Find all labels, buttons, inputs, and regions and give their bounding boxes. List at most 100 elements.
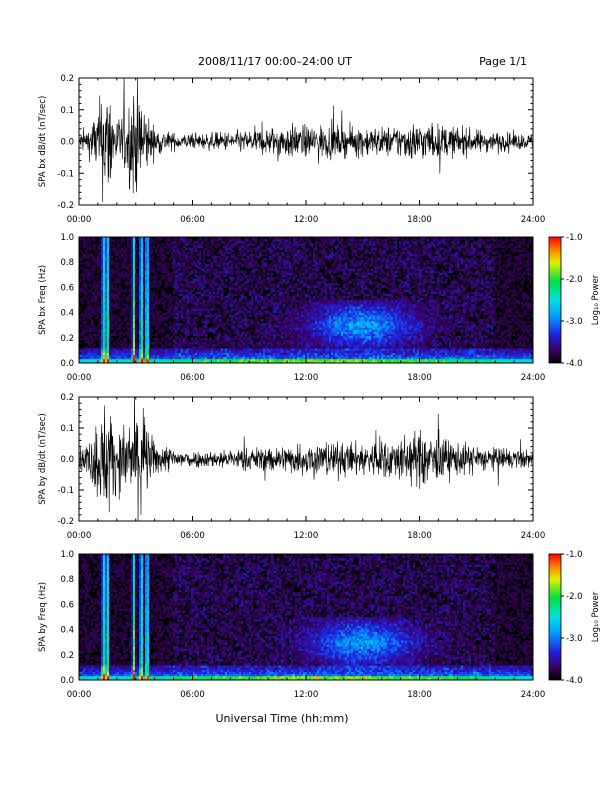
spectrogram-cell: [125, 287, 127, 290]
spectrogram-cell: [119, 285, 121, 288]
x-tick-label: 00:00: [67, 215, 92, 225]
spectrogram-cell: [97, 302, 99, 305]
spectrogram-cell: [155, 306, 157, 309]
spectrogram-cell: [261, 319, 263, 322]
spectrogram-cell: [165, 323, 167, 326]
spectrogram-cell: [89, 245, 91, 248]
spectrogram-cell: [165, 256, 167, 259]
spectrogram-cell: [245, 271, 247, 274]
spectrogram-cell: [155, 281, 157, 284]
y-axis-label: SPA bx dB/dt (nT/sec): [38, 96, 48, 188]
spectrogram-cell: [153, 292, 155, 295]
spectrogram-cell: [261, 254, 263, 256]
spectrogram-cell: [169, 294, 171, 297]
spectrogram-cell: [151, 250, 153, 253]
spectrogram-cell: [265, 254, 267, 256]
spectrogram-cell: [271, 273, 273, 276]
spectrogram-cell: [167, 262, 169, 265]
spectrogram-cell: [227, 256, 229, 259]
spectrogram-cell: [135, 243, 137, 246]
spectrogram-cell: [265, 262, 267, 265]
y-tick-label: 0.2: [60, 74, 74, 84]
bx-waveform-panel: 00:00 06:00 12:00 18:00 24:00 0.2 0.1 0.0 -0.1 -0…: [38, 70, 545, 225]
spectrogram-cell: [123, 239, 125, 242]
spectrogram-cell: [267, 241, 269, 244]
spectrogram-cell: [195, 323, 197, 326]
spectrogram-cell: [187, 306, 189, 309]
spectrogram-cell: [115, 285, 117, 288]
spectrogram-cell: [197, 319, 199, 322]
spectrogram-cell: [237, 266, 239, 269]
spectrogram-cell: [235, 298, 237, 301]
spectrogram-cell: [265, 258, 267, 261]
spectrogram-cell: [239, 315, 241, 318]
bx-spectrogram-panel: 00:00 06:00 12:00 18:00 24:001.00.80.60.40.2…: [38, 233, 601, 383]
spectrogram-cell: [117, 262, 119, 265]
spectrogram-cell: [233, 342, 235, 345]
spectrogram-cell: [257, 264, 259, 267]
spectrogram-cell: [263, 275, 265, 278]
spectrogram-cell: [303, 290, 305, 293]
waveform-trace-group: [79, 70, 533, 202]
spectrogram-cell: [93, 344, 95, 347]
spectrogram-cell: [233, 252, 235, 255]
spectrogram-cell: [213, 287, 215, 290]
spectrogram-cell: [219, 313, 221, 316]
spectrogram-cell: [111, 338, 113, 341]
spectrogram-cell: [221, 279, 223, 282]
spectrogram-cell: [163, 262, 165, 265]
spectrogram-cell: [255, 260, 257, 263]
spectrogram-cell: [213, 250, 215, 253]
spectrogram-cell: [207, 241, 209, 244]
spectrogram-cell: [209, 321, 211, 324]
y-tick-label: -0.2: [57, 201, 74, 211]
spectrogram-cell: [277, 252, 279, 255]
page-title: 2008/11/17 00:00–24:00 UT: [198, 55, 352, 68]
spectrogram-cell: [125, 338, 127, 341]
x-tick-label: 12:00: [294, 215, 319, 225]
spectrogram-cell: [151, 329, 153, 332]
spectrogram-cell: [125, 315, 127, 318]
spectrogram-cell: [223, 290, 225, 293]
waveform-trace: [79, 70, 533, 202]
spectrogram-cell: [163, 290, 165, 293]
y-tick-label: 0.1: [60, 106, 74, 116]
spectrogram-cell: [157, 338, 159, 341]
x-tick-label: 24:00: [521, 215, 546, 225]
spectrogram-cell: [169, 321, 171, 324]
spectrogram-cell: [157, 294, 159, 297]
spectrogram-cell: [309, 250, 311, 253]
spectrogram-cell: [237, 258, 239, 261]
spectrogram-cell: [97, 315, 99, 318]
y-tick-label: 0.0: [60, 138, 74, 148]
spectrogram-cell: [89, 262, 91, 265]
spectrogram-cell: [97, 275, 99, 278]
spectrogram-cell: [251, 340, 253, 343]
spectrogram-cell: [115, 258, 117, 261]
x-tick-label: 06:00: [180, 215, 205, 225]
spectrogram-cell: [123, 294, 125, 297]
spectrogram-cell: [153, 266, 155, 269]
page-number: Page 1/1: [479, 55, 527, 68]
spectrogram-cell: [163, 329, 165, 332]
spectrogram-cell: [111, 256, 113, 259]
y-tick-label: -0.1: [57, 169, 74, 179]
spectrogram-cell: [151, 334, 153, 337]
spectrogram-cell: [167, 334, 169, 337]
spectrogram-cell: [115, 334, 117, 337]
spectrogram-cell: [203, 300, 205, 303]
spectrogram-cell: [151, 256, 153, 259]
spectrogram-cell: [85, 321, 87, 324]
spectrogram-cell: [219, 332, 221, 335]
spectrogram-cell: [91, 319, 93, 322]
spectrogram-cell: [309, 239, 311, 242]
spectrogram-cells: [79, 237, 533, 363]
x-tick-label: 18:00: [407, 215, 432, 225]
spectrogram-cell: [311, 243, 313, 246]
spectrogram-cell: [295, 275, 297, 278]
spectrogram-cell: [199, 250, 201, 253]
spectrogram-cell: [245, 296, 247, 299]
spectrogram-cell: [159, 311, 161, 314]
spectrogram-cell: [157, 275, 159, 278]
